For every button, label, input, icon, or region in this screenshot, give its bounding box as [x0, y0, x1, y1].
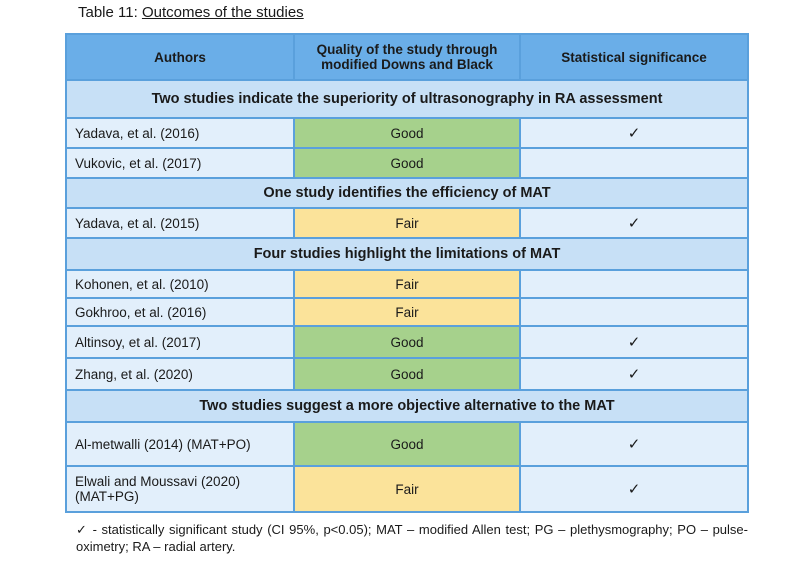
table-row: Gokhroo, et al. (2016) Fair — [65, 297, 749, 327]
header-significance: Statistical significance — [519, 33, 749, 81]
significance-cell: ✓ — [519, 207, 749, 239]
quality-cell: Fair — [293, 207, 521, 239]
significance-cell: ✓ — [519, 357, 749, 391]
section-row: Two studies indicate the superiority of … — [65, 79, 749, 119]
table-row: Vukovic, et al. (2017) Good — [65, 147, 749, 179]
author-cell: Kohonen, et al. (2010) — [65, 269, 295, 299]
significance-cell: ✓ — [519, 117, 749, 149]
significance-cell — [519, 147, 749, 179]
table-row: Zhang, et al. (2020) Good ✓ — [65, 357, 749, 391]
section-title: Two studies suggest a more objective alt… — [65, 389, 749, 423]
table-row: Yadava, et al. (2016) Good ✓ — [65, 117, 749, 149]
section-row: Two studies suggest a more objective alt… — [65, 389, 749, 423]
author-cell: Elwali and Moussavi (2020) (MAT+PG) — [65, 465, 295, 513]
author-cell: Gokhroo, et al. (2016) — [65, 297, 295, 327]
significance-cell: ✓ — [519, 421, 749, 467]
author-cell: Al-metwalli (2014) (MAT+PO) — [65, 421, 295, 467]
table-row: Altinsoy, et al. (2017) Good ✓ — [65, 325, 749, 359]
significance-cell: ✓ — [519, 465, 749, 513]
section-row: Four studies highlight the limitations o… — [65, 237, 749, 271]
table-row: Kohonen, et al. (2010) Fair — [65, 269, 749, 299]
quality-cell: Fair — [293, 269, 521, 299]
quality-cell: Fair — [293, 465, 521, 513]
author-cell: Vukovic, et al. (2017) — [65, 147, 295, 179]
author-cell: Altinsoy, et al. (2017) — [65, 325, 295, 359]
significance-cell: ✓ — [519, 325, 749, 359]
author-cell: Yadava, et al. (2016) — [65, 117, 295, 149]
section-title: Four studies highlight the limitations o… — [65, 237, 749, 271]
quality-cell: Good — [293, 147, 521, 179]
section-row: One study identifies the efficiency of M… — [65, 177, 749, 209]
table-row: Elwali and Moussavi (2020) (MAT+PG) Fair… — [65, 465, 749, 513]
quality-cell: Good — [293, 357, 521, 391]
header-row: Authors Quality of the study through mod… — [65, 33, 749, 81]
table-row: Al-metwalli (2014) (MAT+PO) Good ✓ — [65, 421, 749, 467]
significance-cell — [519, 269, 749, 299]
outcomes-table: Authors Quality of the study through mod… — [65, 33, 749, 513]
caption-prefix: Table 11: — [78, 4, 142, 21]
significance-cell — [519, 297, 749, 327]
header-quality: Quality of the study through modified Do… — [293, 33, 521, 81]
quality-cell: Fair — [293, 297, 521, 327]
quality-cell: Good — [293, 117, 521, 149]
author-cell: Zhang, et al. (2020) — [65, 357, 295, 391]
caption-title: Outcomes of the studies — [141, 4, 304, 21]
quality-cell: Good — [293, 421, 521, 467]
footnote: ✓ - statistically significant study (CI … — [76, 522, 748, 554]
table-caption: Table 11: Outcomes of the studies — [78, 4, 304, 21]
table-row: Yadava, et al. (2015) Fair ✓ — [65, 207, 749, 239]
quality-cell: Good — [293, 325, 521, 359]
author-cell: Yadava, et al. (2015) — [65, 207, 295, 239]
header-authors: Authors — [65, 33, 295, 81]
section-title: One study identifies the efficiency of M… — [65, 177, 749, 209]
section-title: Two studies indicate the superiority of … — [65, 79, 749, 119]
